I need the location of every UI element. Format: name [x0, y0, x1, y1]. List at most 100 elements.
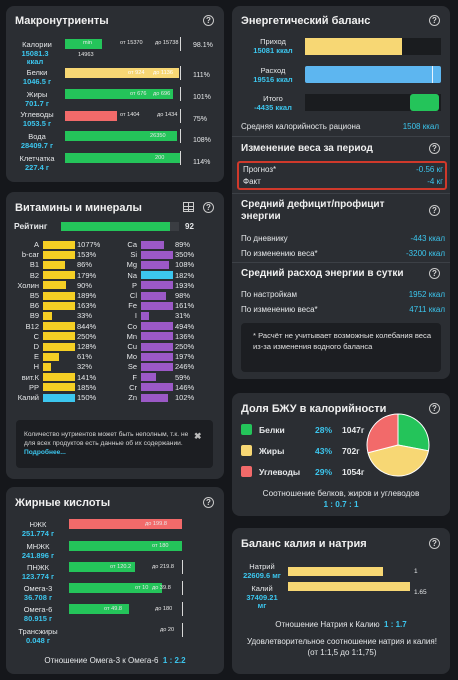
help-icon[interactable]: ? [429, 205, 440, 216]
potassium-ratio: 1.65 [414, 589, 427, 596]
left-pct: 61% [77, 352, 93, 362]
left-bar [43, 342, 75, 351]
right-name: Zn [128, 393, 137, 402]
avg-calorie-row: Средняя калорийность рациона 1508 ккал [241, 122, 439, 131]
right-bar [141, 342, 173, 351]
pie-slice-Белки [397, 413, 430, 452]
rating-track [61, 222, 179, 231]
left-bar [43, 291, 75, 300]
bju-name: Жиры [259, 446, 285, 456]
close-icon[interactable]: ✖ [194, 431, 202, 441]
divider [232, 262, 450, 263]
right-pct: 108% [175, 260, 195, 270]
fiber-pct: 114% [193, 159, 211, 166]
right-bar [141, 240, 165, 249]
help-icon[interactable]: ? [429, 15, 440, 26]
left-pct: 32% [77, 362, 93, 372]
fat-marker [180, 87, 181, 101]
card-title: Жирные кислоты [15, 497, 111, 509]
right-name: I [134, 311, 137, 321]
left-pct: 90% [77, 280, 93, 290]
help-icon[interactable]: ? [203, 15, 214, 26]
calories-bar [65, 39, 102, 49]
card-title: Макронутриенты [15, 15, 109, 27]
weight-change-highlight [237, 161, 447, 190]
right-pct: 146% [175, 382, 195, 392]
left-pct: 163% [77, 301, 97, 311]
right-pct: 98% [175, 291, 191, 300]
omega3-marker [182, 581, 183, 595]
mufa-min: от 180 [152, 543, 169, 549]
card-title: Энергетический баланс [241, 15, 371, 27]
carbs-to: до 1434 [157, 112, 178, 118]
carbs-bar [65, 111, 117, 121]
bju-name: Углеводы [259, 467, 301, 477]
left-pct: 33% [77, 311, 93, 321]
weight-change-title: Изменение веса за период [241, 143, 373, 154]
right-name: Cl [129, 291, 137, 300]
fatty-label-pufa: ПНЖК 123.774 г [21, 563, 55, 581]
protein-marker [180, 66, 181, 80]
left-bar [43, 362, 52, 371]
divider [232, 136, 450, 137]
income-label: Приход 15081 ккал [253, 37, 293, 55]
macro-label-calories: Калории 15081.3 ккал [21, 40, 52, 66]
left-bar [43, 311, 52, 320]
right-name: P [131, 280, 137, 290]
help-icon[interactable]: ? [429, 538, 440, 549]
fact-row: Факт -4 кг [243, 177, 443, 186]
bju-pie-chart [366, 413, 430, 477]
right-name: Cr [129, 382, 137, 392]
fatty-label-omega6: Омега-6 80.915 г [23, 605, 53, 623]
help-icon[interactable]: ? [429, 268, 440, 279]
calories-from: от 15370 [120, 40, 143, 46]
left-pct: 844% [77, 321, 97, 331]
fatty-label-trans: Трансжиры 0.048 г [18, 627, 58, 645]
right-bar [141, 393, 168, 402]
calories-to: до 15738 [155, 40, 179, 46]
right-pct: 182% [175, 270, 195, 280]
bju-grams: 1047г [342, 425, 365, 435]
right-name: Mo [126, 352, 137, 362]
mufa-bar [69, 541, 182, 551]
right-pct: 193% [175, 280, 195, 290]
fiber-marker [180, 151, 181, 165]
more-link[interactable]: Подробнее... [24, 449, 66, 456]
table-icon[interactable] [183, 202, 194, 212]
right-bar [141, 250, 173, 259]
expense-label: Расход 19516 ккал [253, 66, 293, 84]
left-name: PP [28, 382, 39, 392]
bju-ratio: Соотношение белков, жиров и углеводов 1 :… [262, 489, 420, 509]
bju-name: Белки [259, 425, 285, 435]
left-pct: 185% [77, 382, 97, 392]
pufa-min: от 120.2 [110, 564, 132, 570]
total-bar [305, 94, 441, 111]
omega6-max: до 180 [155, 606, 173, 612]
fatty-label-mufa: МНЖК 241.896 г [21, 542, 55, 560]
help-icon[interactable]: ? [203, 497, 214, 508]
help-icon[interactable]: ? [429, 143, 440, 154]
left-bar [43, 322, 75, 331]
calories-min-label: min [83, 40, 93, 46]
right-bar [141, 322, 173, 331]
sfa-max: до 199.8 [145, 521, 167, 527]
bju-color-swatch [241, 424, 252, 435]
fat-to: до 696 [153, 91, 171, 97]
bju-pct: 28% [315, 425, 333, 435]
kna-ratio: Отношение Натрия к Калию 1 : 1.7 [275, 620, 407, 629]
trans-marker [182, 623, 183, 637]
potassium-bar [288, 582, 410, 591]
left-pct: 141% [77, 372, 97, 382]
left-pct: 250% [77, 331, 97, 341]
protein-from: от 924 [128, 70, 145, 76]
macro-label-carbs: Углеводы 1053.5 г [20, 110, 54, 128]
water-bar [65, 131, 177, 141]
left-name: A [33, 240, 39, 249]
left-name: B5 [29, 291, 39, 300]
help-icon[interactable]: ? [203, 202, 214, 213]
footnote-text: * Расчёт не учитывает возможные колебани… [253, 331, 432, 351]
bju-grams: 1054г [342, 467, 365, 477]
right-pct: 89% [175, 240, 191, 249]
help-icon[interactable]: ? [429, 403, 440, 414]
right-bar [141, 291, 167, 300]
